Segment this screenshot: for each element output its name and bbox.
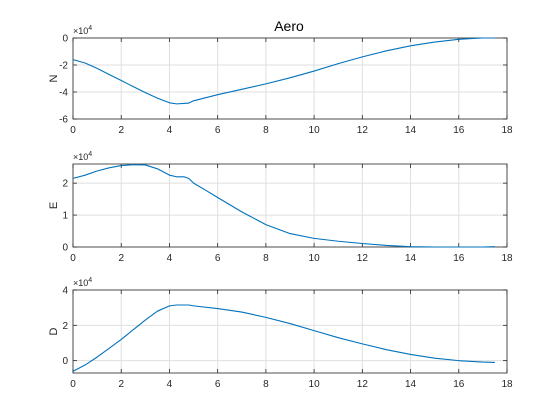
x-tick-label: 6 bbox=[215, 125, 221, 136]
subplot-n: 0 2 4 6 8 10 12 14 16 18 -6 -4 -2 0 ×104 N bbox=[48, 25, 513, 136]
x-tick-label: 18 bbox=[501, 253, 513, 264]
x-tick-label: 14 bbox=[405, 253, 417, 264]
axes-box bbox=[72, 163, 508, 248]
x-tick-label: 0 bbox=[70, 125, 76, 136]
y-tick-label: 2 bbox=[62, 321, 68, 332]
series-line bbox=[72, 37, 495, 105]
subplot-d: 0 2 4 6 8 10 12 14 16 18 0 2 4 ×104 D bbox=[48, 277, 513, 390]
axis-exponent-label: ×104 bbox=[73, 277, 92, 288]
series-line bbox=[72, 164, 495, 248]
x-tick-label: 6 bbox=[215, 379, 221, 390]
axes-box bbox=[72, 289, 508, 374]
plot-area bbox=[73, 164, 507, 247]
y-tick-label: -4 bbox=[59, 88, 68, 99]
y-tick-label: 0 bbox=[62, 34, 68, 45]
x-tick-label: 4 bbox=[167, 379, 173, 390]
x-tick-label: 18 bbox=[501, 125, 513, 136]
x-tick-label: 12 bbox=[357, 379, 369, 390]
x-tick-label: 14 bbox=[405, 125, 417, 136]
y-tick-label: 0 bbox=[62, 243, 68, 254]
x-tick-label: 0 bbox=[70, 379, 76, 390]
x-tick-label: 2 bbox=[118, 379, 124, 390]
series-line bbox=[72, 304, 495, 372]
x-tick-label: 18 bbox=[501, 379, 513, 390]
y-tick-label: 1 bbox=[62, 211, 68, 222]
x-tick-label: 16 bbox=[453, 379, 465, 390]
axes-box bbox=[72, 37, 508, 120]
x-tick-label: 4 bbox=[167, 253, 173, 264]
plot-area bbox=[73, 38, 507, 119]
y-axis-label: E bbox=[48, 202, 60, 209]
x-tick-label: 10 bbox=[309, 379, 321, 390]
x-tick-label: 12 bbox=[357, 125, 369, 136]
y-tick-label: -2 bbox=[59, 61, 68, 72]
x-tick-label: 8 bbox=[263, 253, 269, 264]
x-tick-label: 10 bbox=[309, 253, 321, 264]
x-tick-label: 2 bbox=[118, 253, 124, 264]
x-tick-label: 10 bbox=[309, 125, 321, 136]
x-tick-label: 16 bbox=[453, 253, 465, 264]
plot-area bbox=[73, 290, 507, 373]
x-tick-label: 6 bbox=[215, 253, 221, 264]
y-tick-label: 0 bbox=[62, 356, 68, 367]
x-tick-label: 8 bbox=[263, 379, 269, 390]
axis-exponent-label: ×104 bbox=[73, 151, 92, 162]
x-tick-label: 0 bbox=[70, 253, 76, 264]
x-tick-label: 14 bbox=[405, 379, 417, 390]
x-tick-label: 2 bbox=[118, 125, 124, 136]
figure-title: Aero bbox=[274, 18, 304, 34]
x-tick-label: 4 bbox=[167, 125, 173, 136]
x-tick-label: 12 bbox=[357, 253, 369, 264]
axis-exponent-label: ×104 bbox=[73, 25, 92, 36]
y-tick-label: 4 bbox=[62, 286, 68, 297]
y-tick-label: -6 bbox=[59, 115, 68, 126]
x-tick-label: 8 bbox=[263, 125, 269, 136]
x-tick-label: 16 bbox=[453, 125, 465, 136]
y-axis-label: D bbox=[48, 327, 60, 335]
y-tick-label: 2 bbox=[62, 179, 68, 190]
y-axis-label: N bbox=[48, 74, 60, 82]
